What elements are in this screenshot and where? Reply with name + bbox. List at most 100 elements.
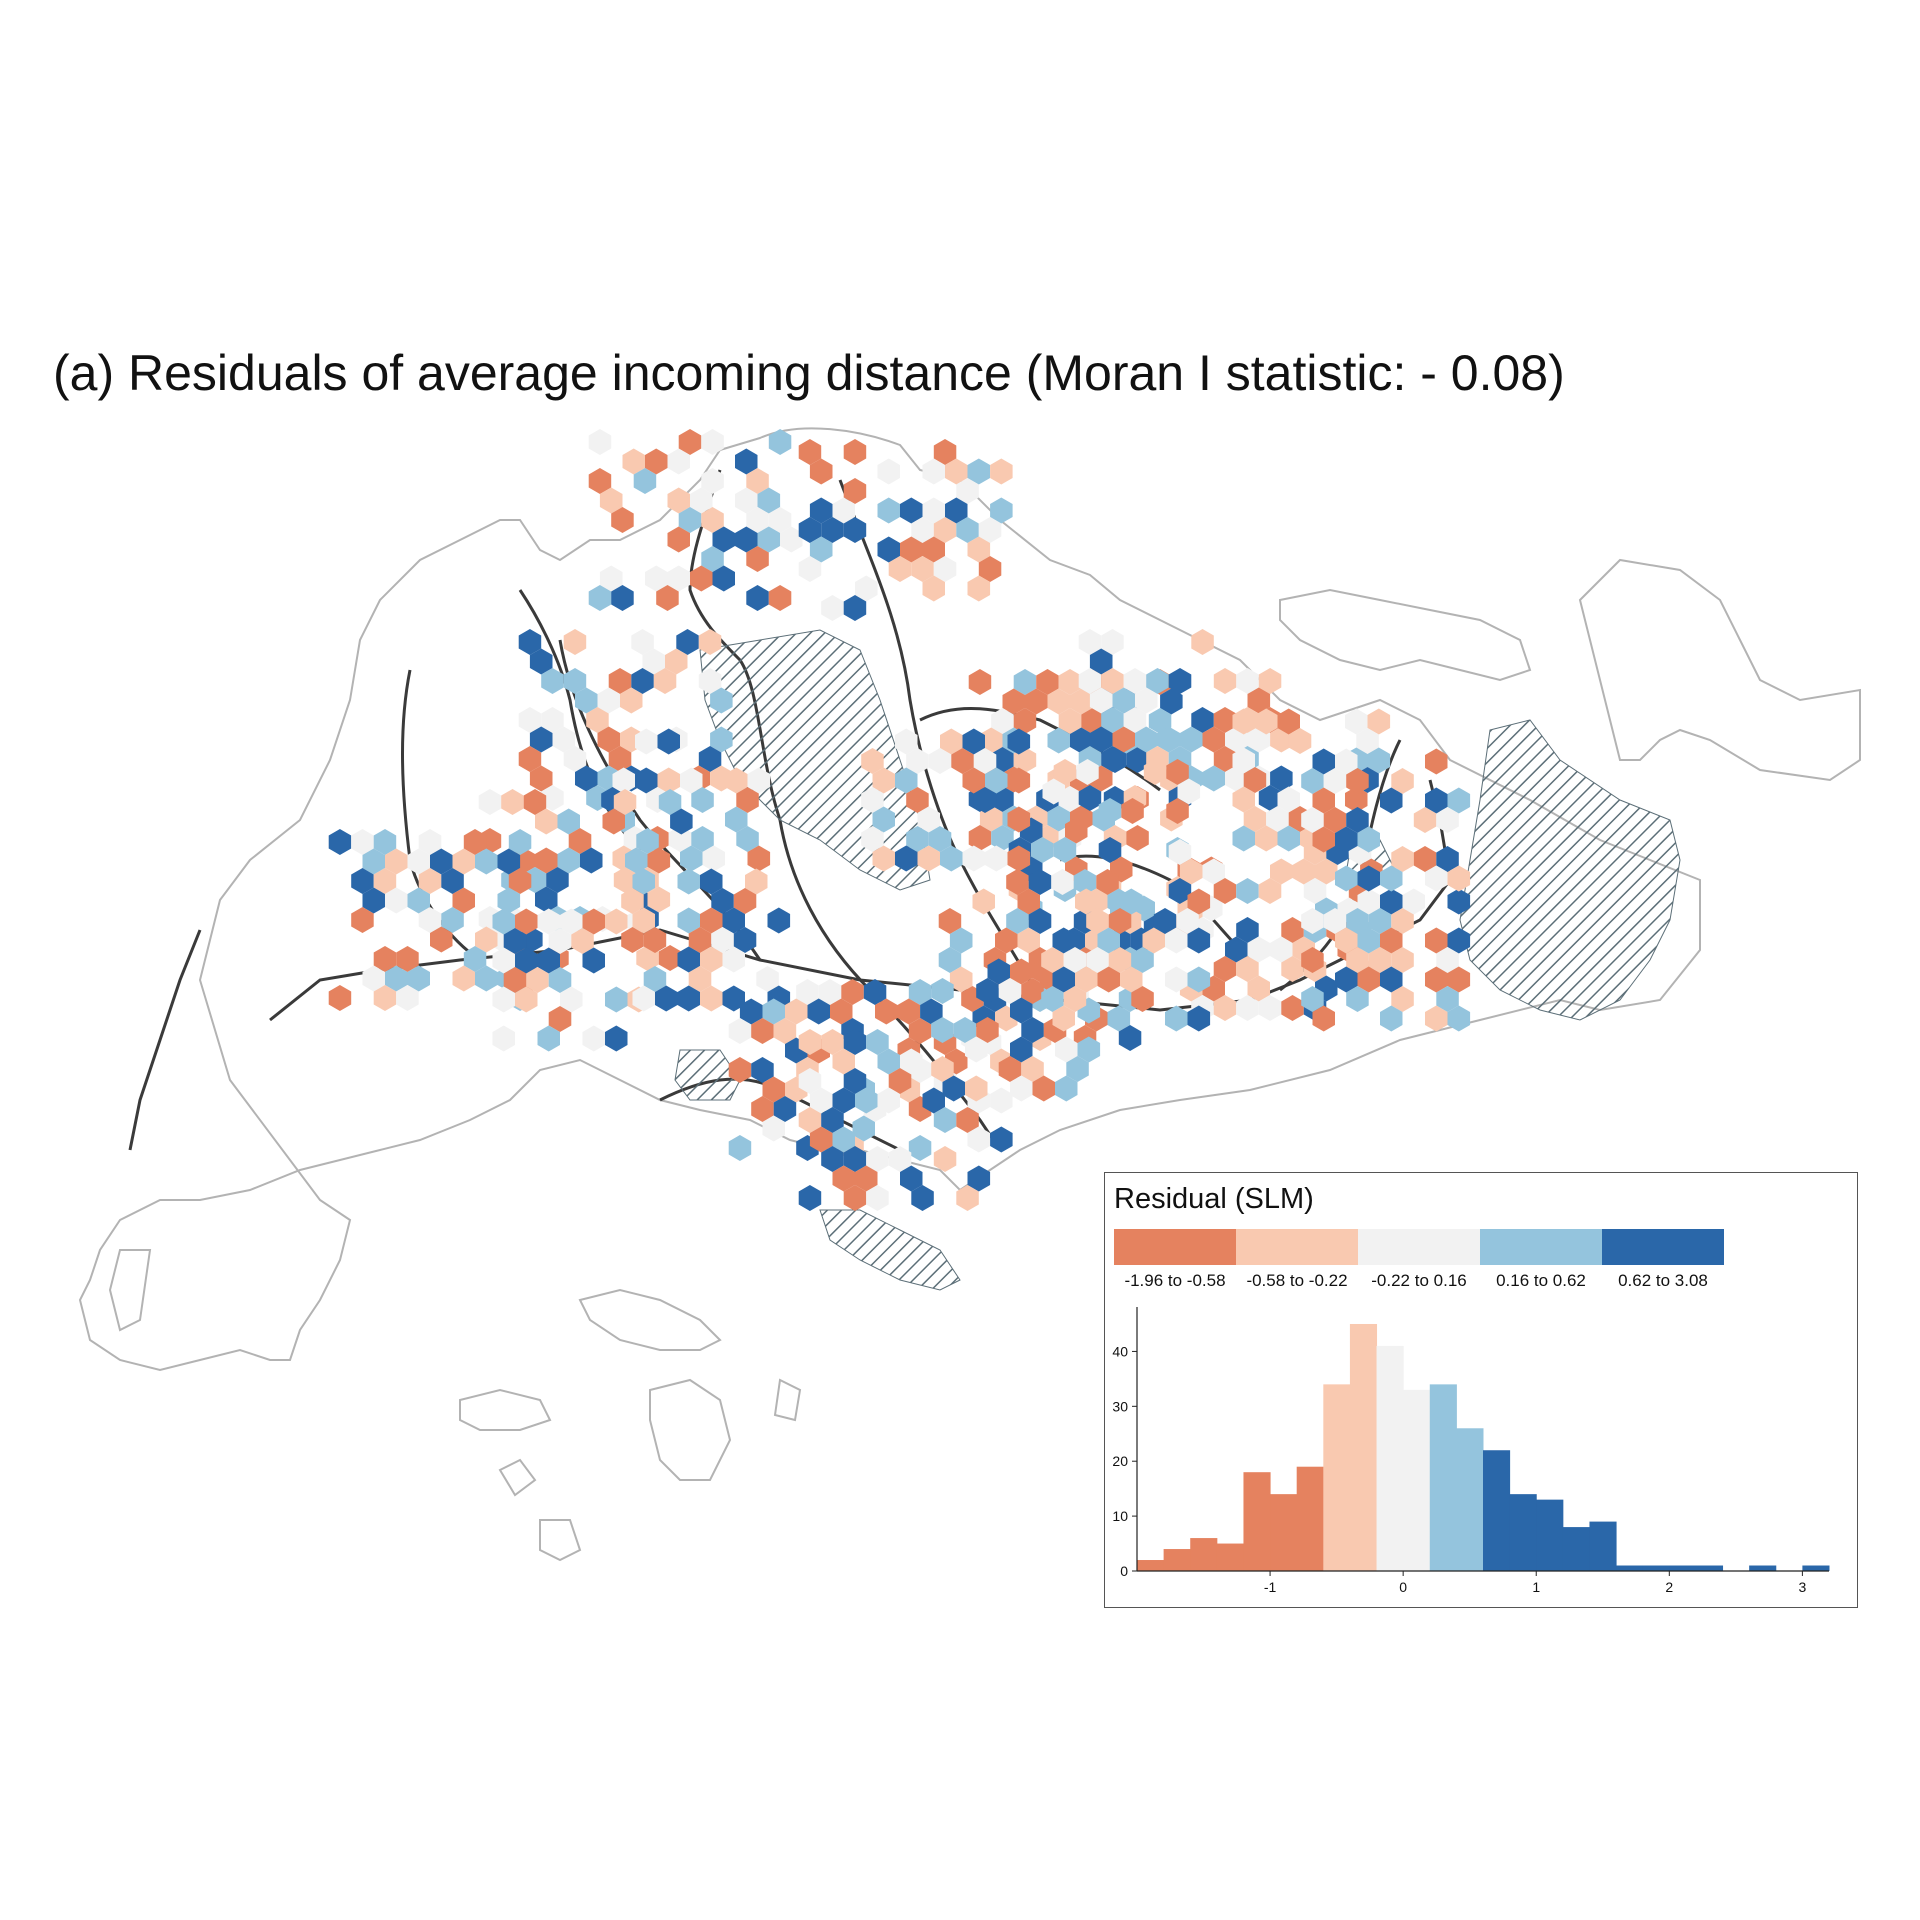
residual-hexagon — [968, 669, 992, 695]
residual-hexagon — [535, 886, 558, 913]
residual-hexagon — [1258, 785, 1282, 811]
residual-hexagon — [1323, 807, 1347, 833]
residual-hexagon — [548, 967, 572, 993]
legend-label-5: 0.62 to 3.08 — [1618, 1271, 1708, 1290]
residual-hexagon — [1097, 927, 1120, 954]
residual-hexagon — [351, 907, 374, 933]
residual-hexagon — [1165, 966, 1188, 993]
residual-hexagon — [653, 668, 677, 694]
residual-hexagon — [643, 927, 667, 953]
residual-hexagon — [1447, 888, 1471, 915]
residual-hexagon — [1425, 748, 1448, 775]
residual-hexagon — [588, 468, 612, 494]
residual-hexagon — [746, 546, 769, 572]
residual-hexagon — [608, 668, 632, 694]
residual-hexagon — [568, 828, 592, 854]
residual-hexagon — [938, 947, 962, 973]
residual-hexagons — [328, 429, 1471, 1211]
residual-hexagon — [1063, 986, 1087, 1012]
residual-hexagon — [658, 789, 682, 815]
residual-hexagon — [888, 1068, 912, 1094]
residual-hexagon — [1123, 668, 1147, 694]
residual-hexagon — [951, 748, 974, 774]
residual-hexagon — [1032, 1075, 1055, 1102]
southern-island-3 — [539, 1519, 582, 1562]
legend-swatch-1 — [1114, 1229, 1236, 1265]
residual-hexagon — [1357, 966, 1380, 993]
residual-hexagon — [933, 1107, 957, 1133]
residual-hexagon — [497, 887, 521, 914]
residual-hexagon — [933, 1146, 957, 1172]
histogram-bar — [1456, 1428, 1484, 1571]
histogram-bar — [1589, 1521, 1617, 1571]
histogram-bar — [1296, 1466, 1324, 1571]
residual-hexagon — [807, 998, 830, 1025]
residual-hexagon — [821, 1029, 844, 1055]
residual-hexagon — [701, 468, 724, 494]
residual-hexagon — [1053, 759, 1077, 785]
residual-hexagon — [1160, 688, 1183, 715]
residual-hexagon — [1402, 888, 1425, 915]
residual-hexagon — [571, 928, 594, 954]
residual-hexagon — [956, 517, 979, 543]
residual-hexagon — [1191, 629, 1214, 655]
residual-hexagon — [931, 978, 954, 1004]
residual-hexagon — [582, 947, 605, 974]
residual-hexagon — [385, 887, 408, 914]
histogram-bar — [1349, 1323, 1378, 1571]
residual-hexagon — [1447, 865, 1471, 892]
residual-hexagon — [1345, 708, 1368, 735]
residual-hexagon — [418, 907, 442, 933]
residual-hexagon — [962, 767, 985, 794]
residual-hexagon — [1058, 708, 1082, 734]
residual-hexagon — [1346, 768, 1369, 794]
residual-hexagon — [1213, 956, 1237, 982]
residual-hexagon — [1107, 1005, 1131, 1032]
residual-hexagon — [605, 986, 628, 1013]
residual-hexagon — [1281, 956, 1304, 982]
residual-hexagon — [680, 845, 703, 872]
residual-hexagon — [1108, 908, 1132, 934]
residual-hexagon — [1202, 726, 1225, 753]
residual-hexagon — [1148, 708, 1172, 734]
residual-hexagon — [1073, 869, 1097, 895]
residual-hexagon — [768, 507, 792, 533]
residual-histogram: 0 10 20 30 40 -1 0 1 2 3 — [1112, 1307, 1830, 1595]
residual-hexagon — [1447, 1005, 1471, 1032]
residual-hexagon — [1017, 927, 1040, 954]
residual-hexagon — [1041, 986, 1064, 1012]
residual-hexagon — [1425, 865, 1448, 892]
residual-hexagon — [855, 1165, 878, 1192]
residual-hexagon — [1391, 947, 1414, 973]
residual-hexagon — [945, 458, 968, 485]
residual-hexagon — [1447, 966, 1471, 993]
residual-hexagon — [888, 556, 912, 582]
residual-hexagon — [931, 1056, 954, 1082]
residual-hexagon — [917, 806, 940, 833]
residual-hexagon — [733, 888, 757, 914]
residual-hexagon — [557, 847, 580, 874]
residual-hexagon — [940, 845, 963, 872]
residual-hexagon — [1007, 728, 1031, 755]
residual-hexagon — [965, 1036, 988, 1063]
residual-hexagon — [1101, 629, 1124, 655]
residual-hexagon — [529, 726, 553, 753]
residual-hexagon — [518, 746, 542, 772]
residual-hexagon — [798, 439, 822, 465]
residual-hexagon — [1346, 986, 1369, 1012]
residual-hexagon — [563, 668, 587, 694]
residual-hexagon — [855, 1087, 878, 1114]
residual-hexagon — [1236, 878, 1259, 904]
residual-hexagon — [407, 848, 430, 875]
residual-hexagon — [701, 429, 724, 455]
residual-hexagon — [1168, 668, 1192, 694]
residual-hexagon — [725, 806, 748, 833]
residual-hexagon — [492, 1025, 515, 1052]
y-tick-label: 30 — [1112, 1398, 1128, 1414]
residual-hexagon — [1098, 837, 1122, 863]
residual-hexagon — [1301, 947, 1324, 973]
residual-hexagon — [821, 1146, 844, 1172]
residual-hexagon — [906, 748, 929, 774]
residual-hexagon — [1166, 759, 1189, 785]
residual-hexagon — [956, 1107, 979, 1133]
